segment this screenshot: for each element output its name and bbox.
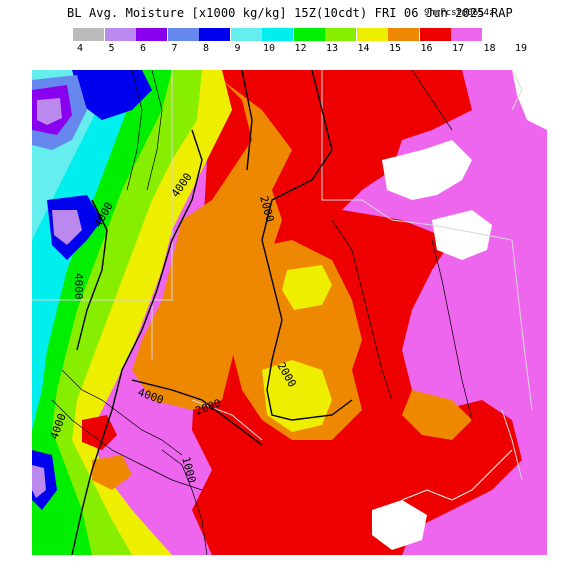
height-contour bbox=[76, 199, 108, 351]
model-name: RAP bbox=[491, 6, 513, 20]
field-5 bbox=[37, 98, 62, 125]
field-16-sw bbox=[82, 415, 117, 450]
legend-swatch-4 bbox=[73, 28, 104, 41]
height-contour bbox=[241, 70, 253, 171]
legend-tick-label: 13 bbox=[325, 43, 339, 54]
legend-swatch-10 bbox=[262, 28, 293, 41]
legend-swatch-13 bbox=[325, 28, 356, 41]
legend-tick-label: 17 bbox=[451, 43, 465, 54]
field-14 bbox=[262, 360, 332, 432]
field-15-c bbox=[402, 390, 472, 440]
state-border bbox=[431, 224, 533, 411]
legend-tick-label: 16 bbox=[420, 43, 433, 54]
legend-swatch-7 bbox=[167, 28, 199, 41]
state-border bbox=[191, 399, 263, 441]
legend-tick-label: 4 bbox=[76, 43, 84, 54]
legend-tick-label: 12 bbox=[294, 43, 307, 54]
map-title-bar: BL Avg. Moisture [x1000 kg/kg] 15Z(10cdt… bbox=[0, 6, 579, 22]
legend-swatch-8 bbox=[199, 28, 230, 41]
color-legend: 4 5 6 7 8 9 10 12 13 14 15 16 17 18 19 bbox=[0, 28, 579, 60]
legend-tick-label: 7 bbox=[171, 43, 178, 54]
state-border bbox=[511, 70, 523, 111]
legend-tick-label: 6 bbox=[139, 43, 147, 54]
coastlines bbox=[401, 449, 513, 501]
thin-contour bbox=[161, 449, 208, 555]
legend-tick-label: 14 bbox=[357, 43, 370, 54]
legend-swatch-14 bbox=[356, 28, 388, 41]
thin-contour bbox=[146, 70, 163, 191]
legend-tick-label: 15 bbox=[388, 43, 402, 54]
forecast-info: 9hrFcst@0654z bbox=[424, 8, 495, 18]
state-borders bbox=[32, 70, 533, 481]
legend-swatch-17 bbox=[451, 28, 482, 41]
field-19-d bbox=[512, 70, 547, 130]
field-15 bbox=[132, 80, 292, 410]
legend-tick-label: 18 bbox=[483, 43, 496, 54]
legend-swatch-6 bbox=[136, 28, 167, 41]
thin-contour bbox=[411, 70, 453, 131]
coastline bbox=[401, 449, 513, 501]
legend-tick-label: 8 bbox=[202, 43, 210, 54]
legend-swatch-15 bbox=[388, 28, 419, 41]
moisture-map: 4000 4000 4000 4000 2000 2000 2000 4000 … bbox=[32, 70, 547, 555]
field-5-c bbox=[32, 465, 46, 498]
thin-contour bbox=[331, 219, 393, 401]
legend-tick-label: 9 bbox=[234, 43, 241, 54]
legend-tick-label: 5 bbox=[108, 43, 115, 54]
legend-swatch-16 bbox=[419, 28, 451, 41]
thin-contour bbox=[431, 239, 473, 421]
field-15-sw bbox=[92, 455, 132, 490]
thin-contour bbox=[61, 369, 183, 456]
legend-swatch-5 bbox=[104, 28, 136, 41]
field-8 bbox=[72, 70, 152, 120]
moisture-map-canvas: 4000 4000 4000 4000 2000 2000 2000 4000 … bbox=[32, 70, 547, 555]
legend-tick-label: 10 bbox=[262, 43, 276, 54]
thin-contour bbox=[51, 399, 203, 491]
field-19-b bbox=[432, 210, 492, 260]
map-title: BL Avg. Moisture [x1000 kg/kg] 15Z(10cdt… bbox=[67, 6, 485, 20]
height-contour bbox=[131, 379, 263, 446]
field-14-b bbox=[282, 265, 332, 310]
legend-swatch-9 bbox=[230, 28, 262, 41]
thin-contours bbox=[51, 70, 473, 555]
legend-swatch-12 bbox=[293, 28, 325, 41]
field-5-b bbox=[52, 210, 82, 245]
height-contour bbox=[71, 129, 203, 555]
thin-contour bbox=[126, 70, 143, 191]
legend-tick-label: 19 bbox=[514, 43, 528, 54]
state-border bbox=[501, 409, 523, 481]
contour-label: 4000 bbox=[72, 273, 85, 300]
height-contours bbox=[71, 70, 353, 555]
height-contour bbox=[261, 70, 353, 421]
state-border bbox=[321, 70, 433, 226]
field-19-c bbox=[372, 500, 427, 550]
field-19 bbox=[382, 140, 472, 200]
